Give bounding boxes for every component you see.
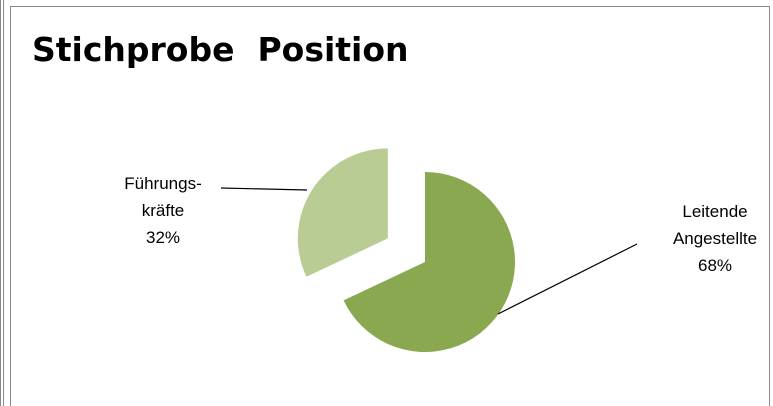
slice-name-label: Angestellte [673, 229, 757, 248]
slice-percent-label: 68% [698, 256, 732, 275]
slice-name-label: Führungs- [124, 174, 201, 193]
leader-line-1 [497, 243, 638, 315]
slice-label-2: Führungs-kräfte 32% [124, 174, 201, 247]
pie-slice-1 [343, 172, 515, 352]
window-border-left [0, 0, 4, 406]
slice-percent-label: 32% [146, 228, 180, 247]
leader-line-2 [220, 187, 308, 191]
slice-name-label: kräfte [142, 201, 185, 220]
chart-area [10, 6, 770, 406]
pie-slice-2 [297, 148, 388, 277]
slice-label-1: Leitende Angestellte 68% [673, 202, 757, 275]
slice-name-label: Leitende [682, 202, 747, 221]
chart-title: Stichprobe Position [32, 30, 409, 69]
